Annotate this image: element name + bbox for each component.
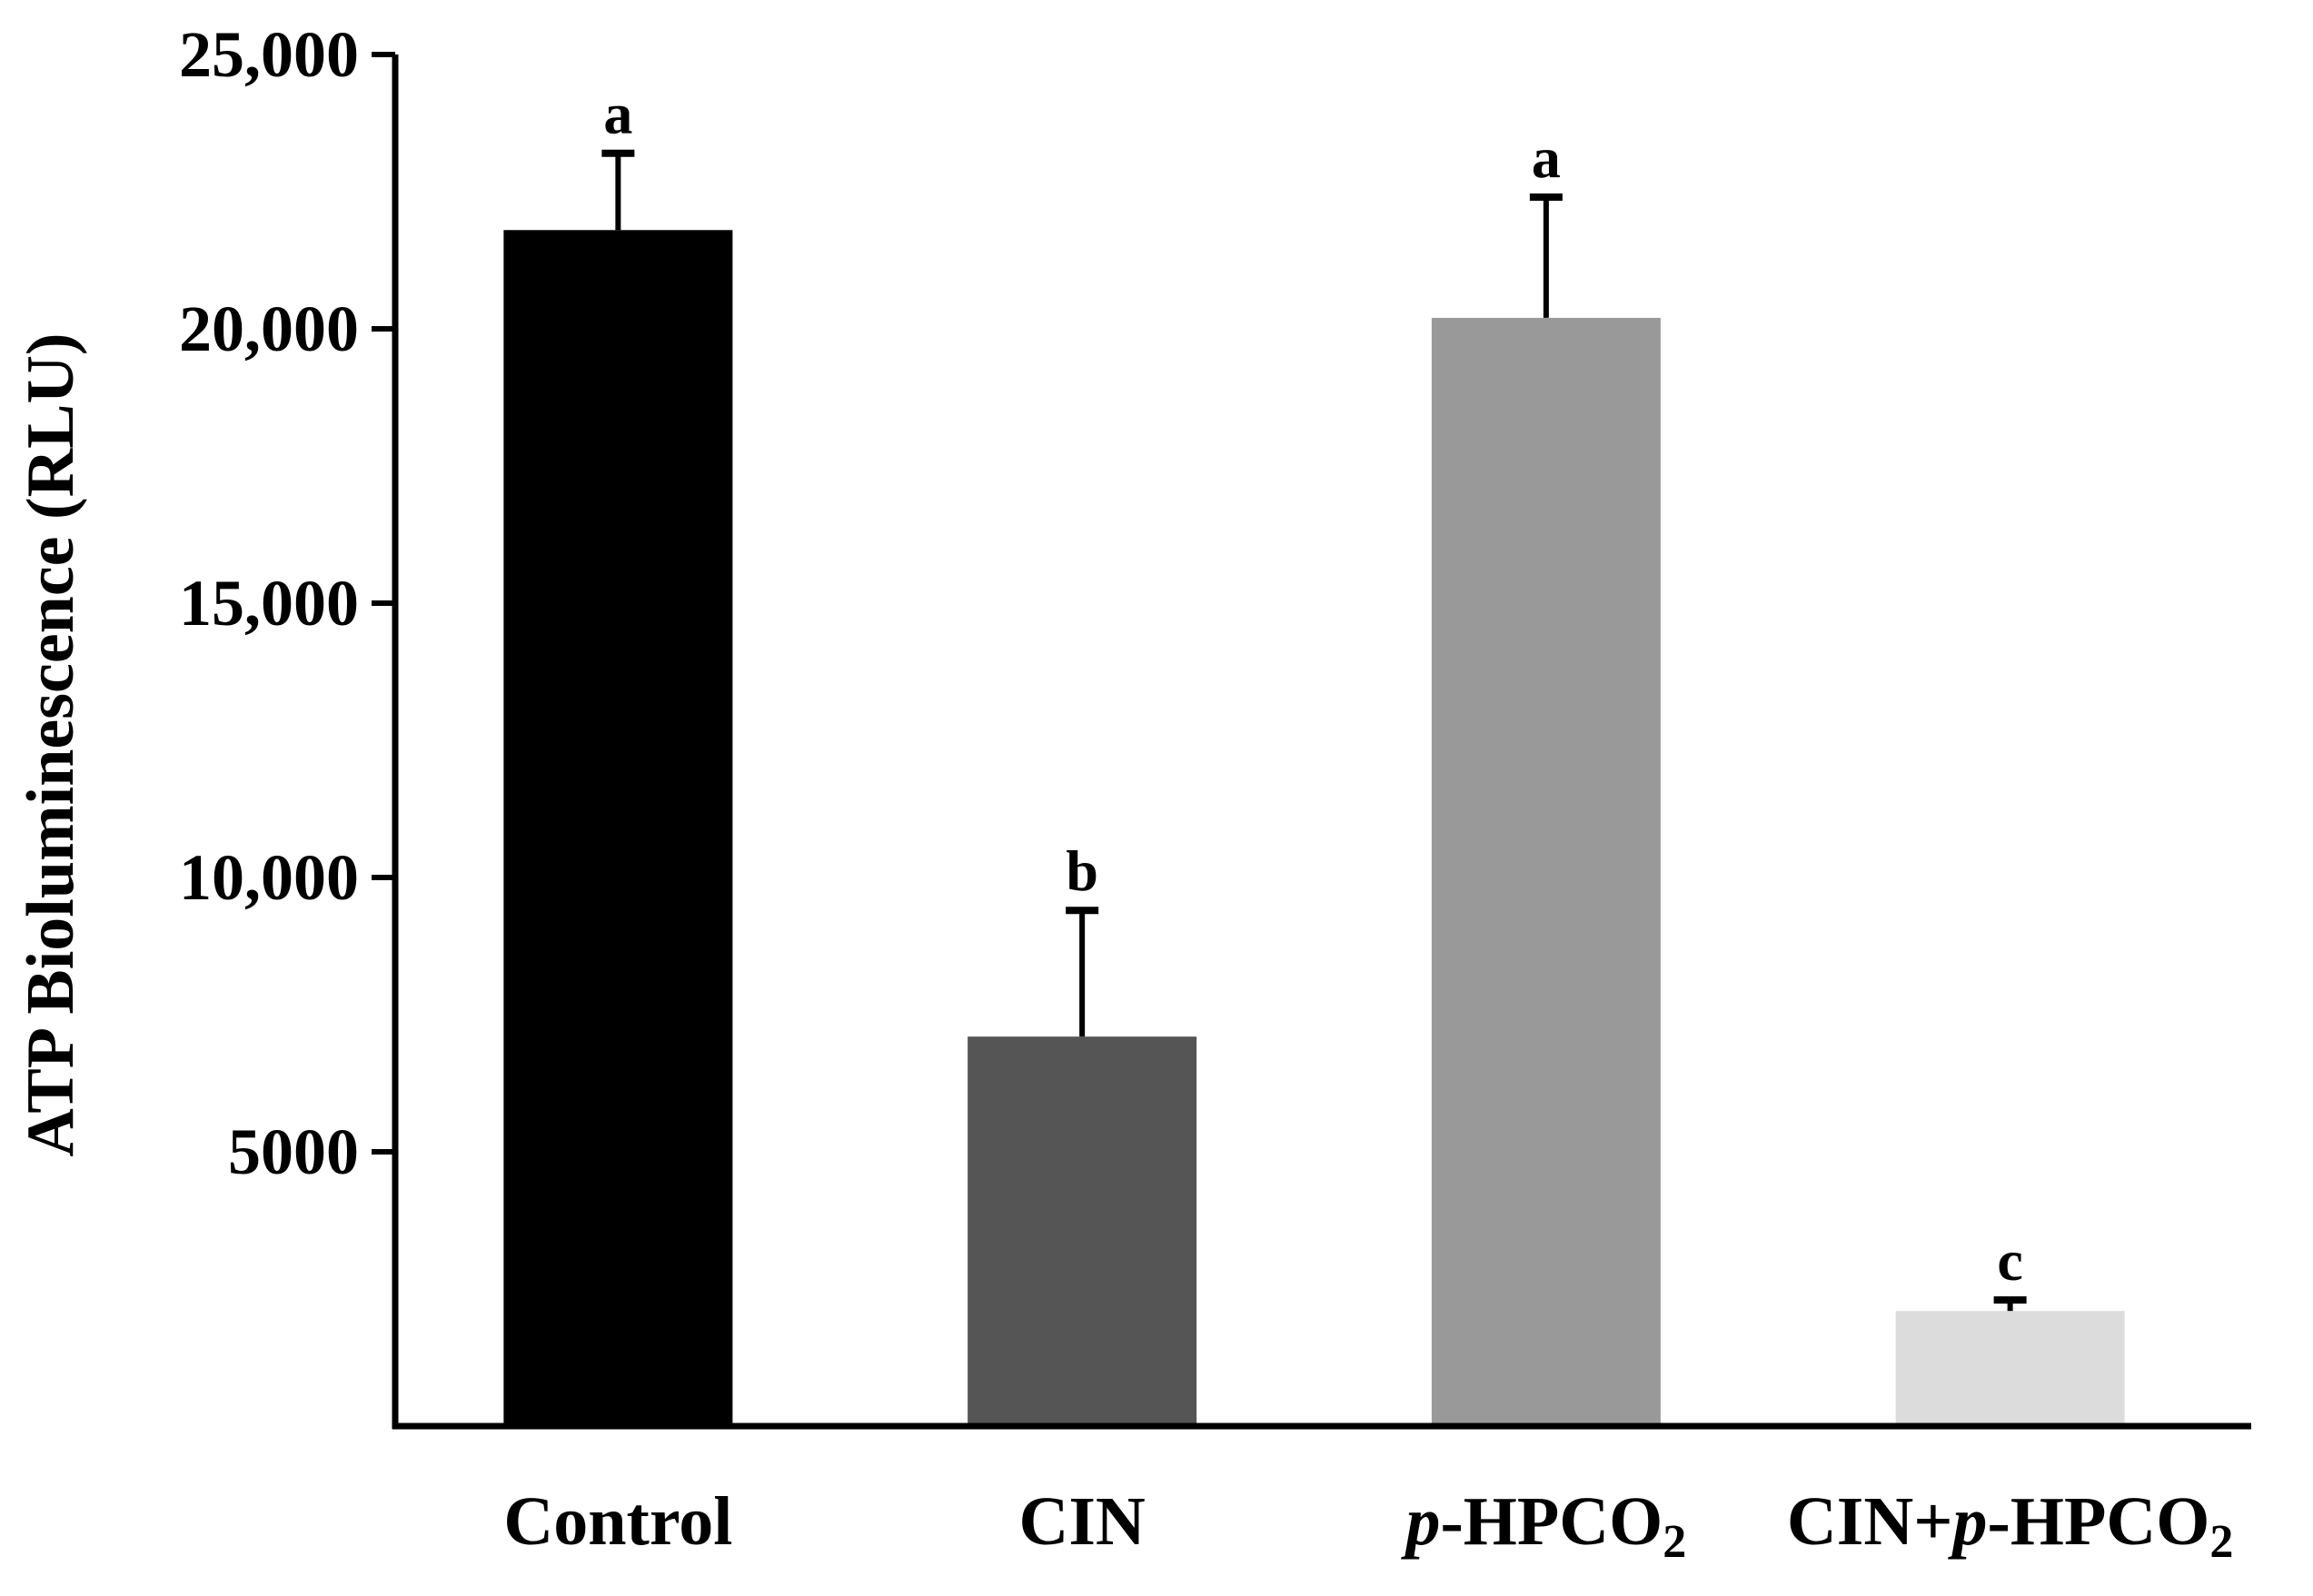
- y-tick-label: 25,000: [179, 18, 359, 91]
- y-tick-label: 5000: [228, 1115, 359, 1188]
- significance-label: a: [1532, 125, 1561, 190]
- bar: [1895, 1311, 2125, 1423]
- x-tick-label: CIN+p-HPCO2: [1787, 1483, 2234, 1568]
- significance-label: b: [1066, 838, 1098, 903]
- y-tick-label: 20,000: [179, 292, 359, 365]
- significance-label: c: [1997, 1228, 2022, 1293]
- significance-label: a: [603, 82, 632, 146]
- y-tick-label: 10,000: [179, 841, 359, 914]
- y-axis-title: ATP Bioluminescence (RLU): [14, 332, 88, 1156]
- bar: [503, 230, 733, 1423]
- bar: [1431, 317, 1661, 1423]
- y-tick-label: 15,000: [179, 567, 359, 639]
- x-tick-label: p-HPCO2: [1400, 1483, 1686, 1568]
- x-tick-label: Control: [503, 1483, 732, 1560]
- bar: [968, 1036, 1197, 1423]
- x-tick-label: CIN: [1018, 1483, 1145, 1560]
